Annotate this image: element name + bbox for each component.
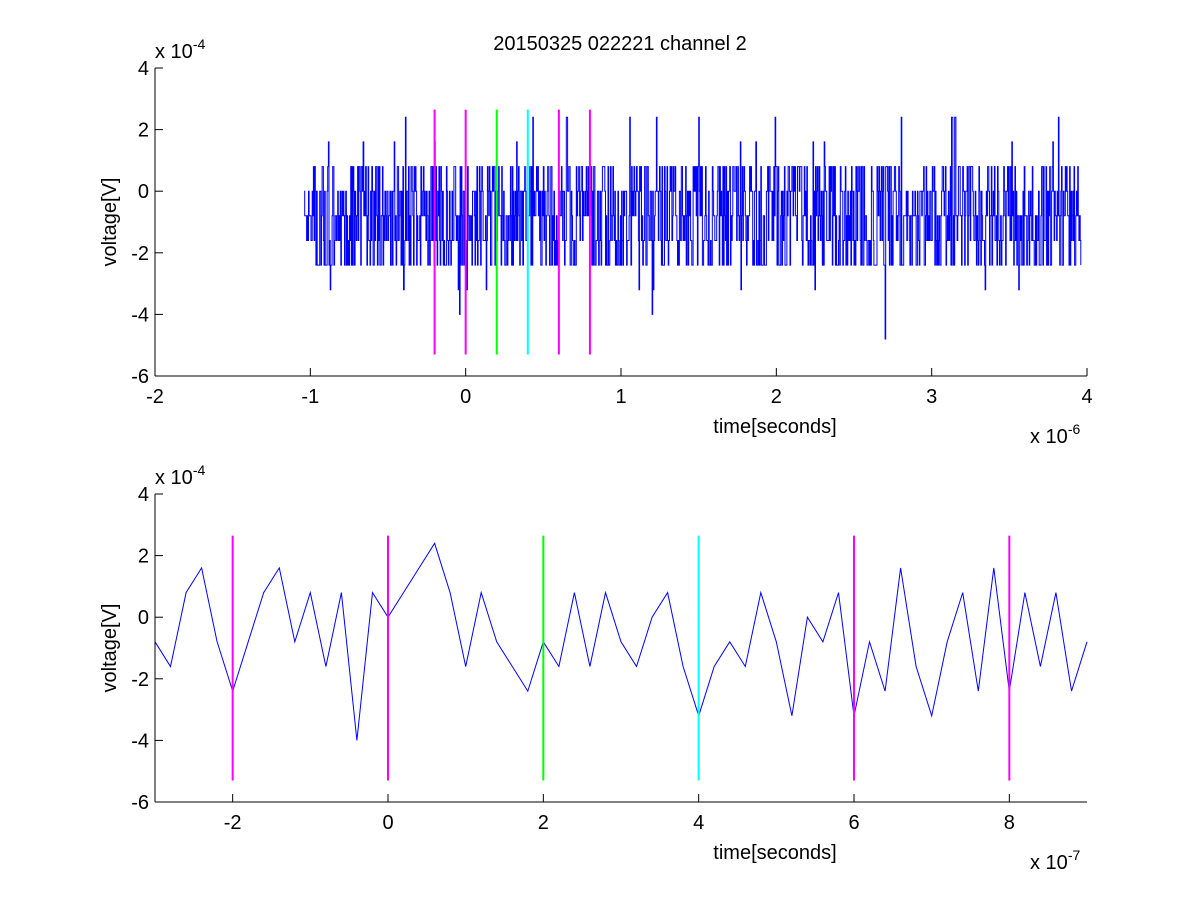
top-plot-x-multiplier-exponent: -6 (1068, 421, 1081, 437)
bottom-plot-y-tick-label: 4 (138, 484, 149, 506)
bottom-plot-x-tick-label: 2 (538, 812, 549, 834)
top-plot-x-multiplier-base: x 10 (1030, 426, 1068, 448)
top-plot-y-tick-label: 2 (138, 120, 149, 142)
top-plot-y-tick-label: -4 (131, 304, 149, 326)
top-plot-x-tick-label: 1 (615, 386, 626, 408)
bottom-plot-x-multiplier-base: x 10 (1030, 852, 1068, 874)
bottom-plot-y-multiplier-base: x 10 (155, 467, 193, 489)
top-plot-x-tick-label: 0 (460, 386, 471, 408)
top-plot-x-tick-label: 4 (1081, 386, 1092, 408)
bottom-plot-y-tick-label: 2 (138, 546, 149, 568)
bottom-plot-x-multiplier-exponent: -7 (1068, 847, 1081, 863)
bottom-plot-y-axis-label: voltage[V] (99, 604, 121, 693)
top-plot-y-axis-label: voltage[V] (99, 178, 121, 267)
top-plot-y-tick-label: -2 (131, 243, 149, 265)
bottom-plot-x-tick-label: 6 (848, 812, 859, 834)
figure-title: 20150325 022221 channel 2 (493, 33, 747, 55)
bottom-plot-area (154, 542, 1088, 741)
bottom-plot-y-multiplier: x 10-4 (155, 462, 205, 489)
top-plot-x-tick-labels: -2 -1 0 1 2 3 4 (146, 386, 1092, 408)
top-plot-y-tick-labels: -6 -4 -2 0 2 4 (131, 58, 149, 388)
top-plot-markers (433, 109, 591, 355)
top-plot-axes (154, 67, 1088, 377)
bottom-plot-y-multiplier-exponent: -4 (193, 462, 206, 478)
bottom-plot-y-tick-labels: -6 -4 -2 0 2 4 (131, 484, 149, 814)
top-plot-y-multiplier-base: x 10 (155, 41, 193, 63)
top-plot-x-multiplier: x 10-6 (1030, 421, 1080, 448)
bottom-plot-y-tick-label: 0 (138, 607, 149, 629)
bottom-plot-axes (154, 493, 1087, 803)
top-plot-x-axis-label: time[seconds] (713, 416, 836, 438)
bottom-plot-y-tick-label: -2 (131, 669, 149, 691)
top-plot-x-tick-label: -1 (301, 386, 319, 408)
bottom-plot-x-multiplier: x 10-7 (1030, 847, 1080, 874)
bottom-plot-x-tick-label: 4 (693, 812, 704, 834)
top-plot: -6 -4 -2 0 2 4 -2 -1 0 1 2 3 4 voltage[V] time[seco… (99, 36, 1093, 448)
bottom-plot-x-tick-label: -2 (224, 812, 242, 834)
top-plot-y-multiplier: x 10-4 (155, 36, 205, 63)
bottom-plot-signal-trace (154, 542, 1088, 741)
top-plot-area (304, 116, 1082, 340)
bottom-plot-y-tick-label: -6 (131, 792, 149, 814)
top-plot-x-tick-label: -2 (146, 386, 164, 408)
bottom-plot-x-tick-labels: -2 0 2 4 6 8 (224, 812, 1015, 834)
top-plot-x-tick-label: 2 (771, 386, 782, 408)
bottom-plot-x-tick-label: 8 (1004, 812, 1015, 834)
top-plot-signal-trace (304, 116, 1082, 340)
top-plot-y-tick-label: 4 (138, 58, 149, 80)
top-plot-x-tick-label: 3 (926, 386, 937, 408)
top-plot-y-multiplier-exponent: -4 (193, 36, 206, 52)
bottom-plot-x-axis-label: time[seconds] (713, 842, 836, 864)
bottom-plot-x-tick-label: 0 (382, 812, 393, 834)
top-plot-y-tick-label: 0 (138, 181, 149, 203)
bottom-plot: -6 -4 -2 0 2 4 -2 0 2 4 6 8 voltage[V] time[second… (99, 462, 1088, 874)
bottom-plot-markers (231, 535, 1011, 781)
bottom-plot-y-tick-label: -4 (131, 730, 149, 752)
top-plot-y-tick-label: -6 (131, 366, 149, 388)
